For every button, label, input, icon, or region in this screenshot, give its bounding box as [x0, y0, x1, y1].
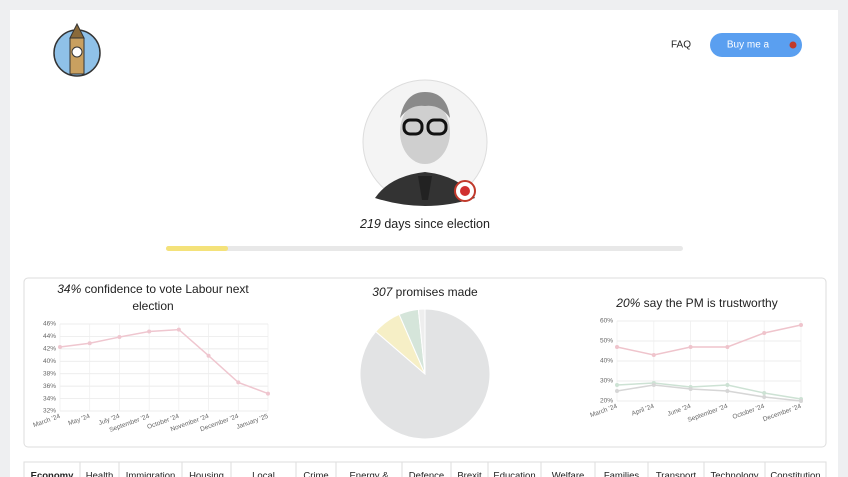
data-point [799, 399, 803, 403]
data-point [688, 387, 693, 391]
data-point [266, 391, 270, 396]
title-highlight: 34% [57, 282, 81, 296]
days-label: days since election [381, 217, 490, 231]
data-point [725, 383, 730, 387]
series-line [59, 328, 269, 395]
pie-slice [417, 308, 426, 375]
faq-link[interactable]: FAQ [671, 40, 691, 51]
chart-title: 34% confidence to vote Labour next [57, 282, 249, 296]
tab-label[interactable]: Defence [409, 471, 444, 477]
portrait [362, 79, 488, 206]
progress-track [166, 246, 683, 251]
chart-title: 20% say the PM is trustworthy [615, 296, 777, 310]
tab-label[interactable]: Economy [31, 471, 74, 477]
data-point [762, 331, 767, 335]
tab-label[interactable]: Transport [656, 471, 697, 477]
y-tick-label: 46% [43, 321, 56, 328]
y-tick-label: 30% [600, 378, 613, 385]
data-point [799, 323, 803, 327]
y-tick-label: 38% [43, 370, 56, 377]
progress-fill [166, 246, 229, 251]
data-point [206, 353, 211, 358]
logo [53, 22, 101, 77]
tab-label[interactable]: Health [86, 471, 113, 477]
y-tick-label: 42% [43, 346, 56, 353]
tab-bar [23, 461, 827, 477]
tab-label[interactable]: Technology [710, 471, 758, 477]
y-tick-label: 60% [600, 318, 613, 325]
donate-button[interactable] [710, 33, 802, 57]
y-tick-label: 20% [600, 398, 613, 405]
y-tick-label: 36% [43, 383, 56, 390]
data-point [651, 353, 656, 357]
tab-label[interactable]: Families [604, 471, 640, 477]
title-text: promises made [392, 285, 478, 299]
data-point [236, 380, 241, 385]
data-point [58, 344, 62, 349]
data-point [688, 345, 693, 349]
data-point [651, 383, 656, 387]
tab-label[interactable]: Energy & [349, 471, 389, 477]
tab-label[interactable]: Crime [303, 471, 328, 477]
y-tick-label: 50% [600, 338, 613, 345]
y-tick-label: 40% [600, 358, 613, 365]
data-point [762, 395, 767, 399]
y-tick-label: 44% [43, 333, 56, 340]
tab-label[interactable]: Immigration [126, 471, 176, 477]
data-point [762, 391, 767, 395]
y-tick-label: 34% [43, 395, 56, 402]
tab-label[interactable]: Constitution [770, 471, 820, 477]
tab-label[interactable]: Education [493, 471, 535, 477]
series-line [616, 384, 802, 402]
data-point [615, 389, 619, 393]
data-point [725, 345, 730, 349]
data-point [176, 327, 181, 332]
title-highlight: 307 [372, 285, 393, 299]
data-point [87, 341, 92, 346]
donate-label[interactable]: Buy me a [727, 40, 770, 51]
data-point [147, 329, 152, 334]
donate-icon [789, 41, 797, 49]
y-tick-label: 32% [43, 408, 56, 415]
title-text: say the PM is trustworthy [640, 296, 777, 310]
chart-title: election [132, 299, 173, 313]
chart-title: 307 promises made [372, 285, 478, 299]
series-line [616, 382, 802, 400]
tab-label[interactable]: Welfare [552, 471, 585, 477]
data-point [725, 389, 730, 393]
data-point [615, 345, 619, 349]
title-text: confidence to vote Labour next [81, 282, 249, 296]
data-point [117, 335, 122, 340]
tab-label[interactable]: Housing [189, 471, 224, 477]
data-point [615, 383, 619, 387]
tab-label[interactable]: Local [252, 471, 275, 477]
y-tick-label: 40% [43, 358, 56, 365]
days-text: 219 days since election [359, 217, 490, 231]
days-number: 219 [359, 217, 381, 231]
series-line [616, 324, 802, 356]
title-highlight: 20% [615, 296, 640, 310]
tab-label[interactable]: Brexit [457, 471, 482, 477]
